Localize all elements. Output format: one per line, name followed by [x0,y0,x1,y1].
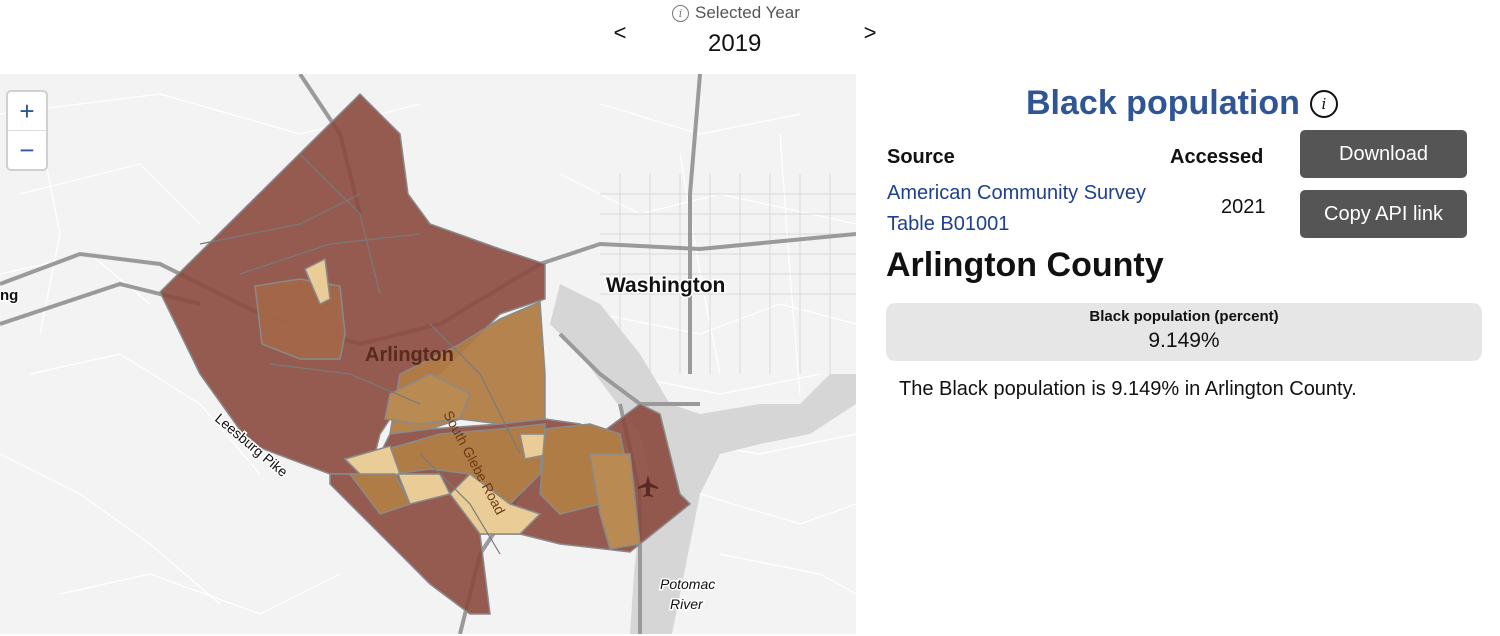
selected-year-value: 2019 [708,30,762,57]
source-header: Source [887,146,955,168]
variable-title: Black population [1026,84,1300,122]
choropleth-map[interactable]: Washington Arlington ng Leesburg Pike So… [0,74,856,634]
tract-street-lines [199,153,521,555]
previous-year-button[interactable]: < [613,20,627,45]
tract-center[interactable] [384,373,471,425]
zoom-in-button[interactable]: + [8,92,46,131]
description-text: The Black population is 9.149% in Arling… [899,378,1357,400]
year-selector: i Selected Year < 2019 > [600,0,890,70]
label-potomac: Potomac [660,576,715,592]
copy-api-link-button[interactable]: Copy API link [1300,190,1467,238]
stat-box: Black population (percent) 9.149% [886,303,1482,361]
label-arlington: Arlington [365,344,454,366]
tract-light-north[interactable] [304,257,331,306]
source-link-line1[interactable]: American Community Survey [887,182,1146,204]
source-link-line2[interactable]: Table B01001 [887,213,1010,235]
title-row: Black population i [1026,84,1338,123]
accessed-value: 2021 [1221,196,1266,218]
tract-glebe[interactable] [368,423,546,505]
label-river: River [670,596,704,612]
label-washington: Washington [606,274,725,297]
next-year-button[interactable]: > [863,20,877,45]
map-canvas[interactable]: Washington Arlington ng Leesburg Pike So… [0,74,856,634]
download-button[interactable]: Download [1300,130,1467,178]
tract-lyon-park[interactable] [254,278,346,360]
zoom-out-button[interactable]: − [19,134,35,165]
airport-icon [638,475,658,497]
info-icon[interactable]: i [1309,89,1338,118]
tract-pentagon-city[interactable] [589,453,641,550]
arlington-tracts[interactable] [159,92,692,615]
stat-label: Black population (percent) [1089,308,1279,325]
source-link[interactable]: American Community Survey Table B01001 [887,178,1146,240]
label-edge-fragment: ng [0,287,18,304]
stat-value: 9.149% [1148,329,1220,352]
zoom-control: + − [6,90,48,171]
dc-street-grid [600,174,856,374]
accessed-header: Accessed [1170,146,1264,168]
selected-year-label: i Selected Year [672,3,800,23]
info-icon[interactable]: i [672,4,689,22]
info-panel: Black population i Source Accessed Ameri… [856,74,1500,634]
tract-light-glebe[interactable] [449,473,542,535]
county-name: Arlington County [886,246,1164,284]
selected-year-text: Selected Year [695,3,800,22]
potomac-river [550,284,856,634]
